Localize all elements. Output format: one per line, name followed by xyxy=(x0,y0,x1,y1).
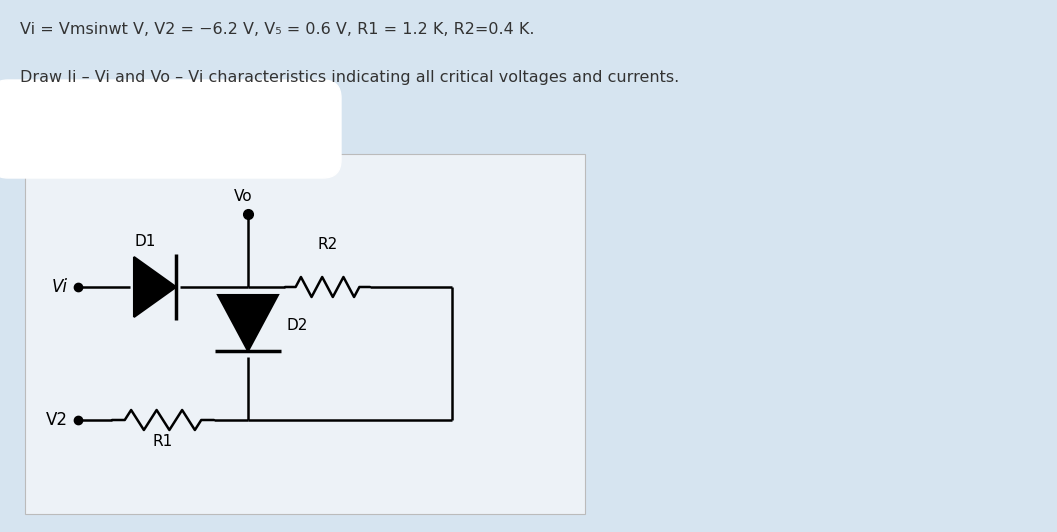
Text: D1: D1 xyxy=(134,234,155,249)
Text: R2: R2 xyxy=(317,237,337,252)
FancyBboxPatch shape xyxy=(25,154,585,514)
Text: D2: D2 xyxy=(286,319,308,334)
Text: Draw Ii – Vi and Vo – Vi characteristics indicating all critical voltages and cu: Draw Ii – Vi and Vo – Vi characteristics… xyxy=(20,70,680,85)
Text: V2: V2 xyxy=(47,411,68,429)
Text: Vi: Vi xyxy=(52,278,68,296)
FancyBboxPatch shape xyxy=(0,80,341,178)
Text: Vo: Vo xyxy=(234,189,253,204)
Polygon shape xyxy=(134,257,177,317)
Text: Vi = Vmsinwt V, V2 = −6.2 V, V₅ = 0.6 V, R1 = 1.2 K, R2=0.4 K.: Vi = Vmsinwt V, V2 = −6.2 V, V₅ = 0.6 V,… xyxy=(20,22,535,37)
Text: R1: R1 xyxy=(153,434,173,449)
Polygon shape xyxy=(218,295,278,351)
